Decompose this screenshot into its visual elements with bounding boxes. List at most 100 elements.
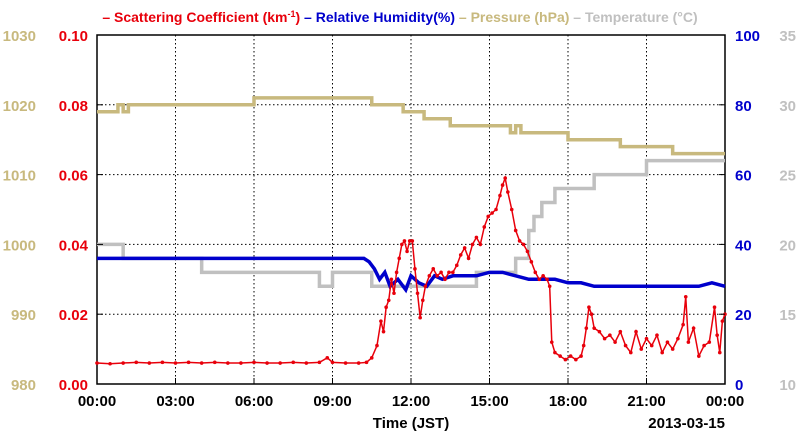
data-point-scattering-28 (386, 298, 391, 303)
series-line-pressure (97, 96, 725, 156)
data-point-scattering-2 (121, 361, 125, 365)
data-point-scattering-111 (712, 305, 717, 310)
data-point-scattering-49 (451, 270, 455, 275)
x-axis: 00:00 03:00 06:00 09:00 12:00 15:00 18:00 21:00… (78, 378, 744, 410)
data-point-scattering-20 (343, 361, 348, 365)
data-point-scattering-46 (439, 270, 443, 275)
data-point-scattering-48 (447, 270, 451, 275)
data-point-scattering-21 (356, 361, 361, 365)
data-point-scattering-68 (521, 242, 526, 247)
x-axis-title: Time (JST) (373, 415, 449, 432)
data-point-scattering-18 (325, 356, 330, 360)
plot-frame (96, 34, 726, 385)
data-point-scattering-61 (498, 193, 502, 198)
data-point-scattering-43 (427, 274, 432, 278)
data-point-scattering-94 (629, 350, 633, 355)
data-point-scattering-79 (563, 357, 568, 362)
x-tick-label-7: 21:00 (627, 393, 665, 410)
pressure-tick-label-2: 1000 (3, 237, 36, 254)
pressure-tick-label-4: 1020 (3, 98, 36, 115)
data-point-scattering-69 (525, 249, 530, 254)
data-point-scattering-36 (407, 239, 412, 243)
data-point-scattering-26 (381, 329, 386, 334)
data-point-scattering-75 (547, 284, 552, 289)
right-axes: 0 20 40 60 80 100 10 15 20 25 30 35 (719, 28, 796, 394)
humidity-tick-label-5: 100 (735, 28, 760, 45)
data-point-scattering-34 (402, 239, 407, 243)
humidity-tick-label-4: 80 (735, 98, 752, 115)
data-point-scattering-3 (134, 360, 139, 365)
data-point-scattering-98 (649, 343, 654, 348)
data-point-scattering-25 (379, 319, 383, 323)
title-part-1: – Relative Humidity(%) (300, 9, 455, 25)
data-point-scattering-102 (670, 347, 675, 351)
data-point-scattering-5 (160, 360, 165, 365)
data-point-scattering-6 (173, 361, 178, 365)
data-point-scattering-112 (715, 333, 719, 337)
x-tick-label-1: 03:00 (156, 393, 194, 410)
data-point-scattering-22 (364, 360, 369, 365)
data-point-scattering-24 (375, 343, 379, 348)
scattering-tick-label-0: 0.00 (59, 377, 88, 394)
data-point-scattering-93 (623, 343, 628, 348)
title-part-0-suffix: ) (296, 9, 301, 25)
data-point-scattering-8 (199, 361, 204, 365)
data-point-scattering-106 (686, 340, 691, 344)
data-point-scattering-38 (413, 267, 417, 271)
data-point-scattering-110 (707, 340, 712, 344)
data-point-scattering-108 (697, 354, 701, 358)
data-point-scattering-104 (681, 322, 685, 327)
data-point-scattering-63 (503, 176, 508, 180)
x-tick-label-5: 15:00 (470, 393, 508, 410)
data-point-scattering-96 (639, 347, 644, 351)
data-point-scattering-80 (568, 354, 573, 358)
chart-title: – Scattering Coefficient (km-1) – Relati… (102, 9, 697, 25)
data-point-scattering-81 (574, 357, 578, 362)
data-point-scattering-87 (592, 326, 596, 330)
x-tick-label-3: 09:00 (313, 393, 351, 410)
data-point-scattering-50 (454, 263, 459, 268)
data-point-scattering-109 (702, 343, 706, 348)
data-point-scattering-30 (392, 291, 396, 296)
left-axes: 980 990 1000 1010 1020 1030 0.00 0.02 0.04 0.06 0.… (3, 28, 103, 394)
data-point-scattering-64 (506, 190, 510, 194)
scattering-tick-label-1: 0.02 (59, 307, 88, 324)
scattering-tick-label-4: 0.08 (59, 98, 88, 115)
temperature-tick-label-0: 10 (779, 377, 796, 394)
data-point-scattering-35 (405, 249, 409, 254)
data-point-scattering-65 (509, 207, 514, 212)
scattering-tick-label-3: 0.06 (59, 168, 88, 185)
data-point-scattering-11 (239, 361, 243, 365)
humidity-tick-label-0: 0 (735, 377, 743, 394)
data-point-scattering-85 (587, 305, 591, 310)
data-point-scattering-90 (608, 333, 612, 337)
data-point-scattering-105 (683, 294, 688, 299)
data-point-scattering-89 (602, 336, 607, 341)
data-point-scattering-41 (420, 298, 425, 303)
data-point-scattering-100 (660, 350, 664, 355)
data-point-scattering-9 (212, 360, 217, 365)
data-point-scattering-4 (147, 361, 152, 365)
data-point-scattering-113 (717, 350, 722, 355)
data-point-scattering-57 (482, 225, 487, 229)
data-point-scattering-78 (558, 354, 562, 358)
data-point-scattering-44 (431, 267, 436, 271)
data-point-scattering-0 (95, 361, 99, 365)
title-part-2: – Pressure (hPa) (455, 9, 569, 25)
data-point-scattering-33 (400, 242, 404, 247)
data-point-scattering-29 (389, 277, 394, 282)
x-tick-label-2: 06:00 (235, 393, 273, 410)
data-point-scattering-51 (458, 253, 463, 257)
data-point-scattering-58 (486, 214, 490, 219)
data-point-scattering-55 (474, 235, 479, 240)
series-line-scattering (96, 175, 726, 365)
data-point-scattering-91 (613, 340, 617, 344)
data-point-scattering-60 (494, 207, 498, 212)
data-point-scattering-99 (655, 333, 659, 337)
title-part-0: – Scattering Coefficient (km (102, 9, 287, 25)
data-point-scattering-15 (291, 360, 296, 365)
temperature-tick-label-4: 30 (779, 98, 796, 115)
series-layer (95, 96, 727, 366)
data-point-scattering-47 (443, 277, 447, 282)
data-point-scattering-27 (384, 305, 388, 310)
